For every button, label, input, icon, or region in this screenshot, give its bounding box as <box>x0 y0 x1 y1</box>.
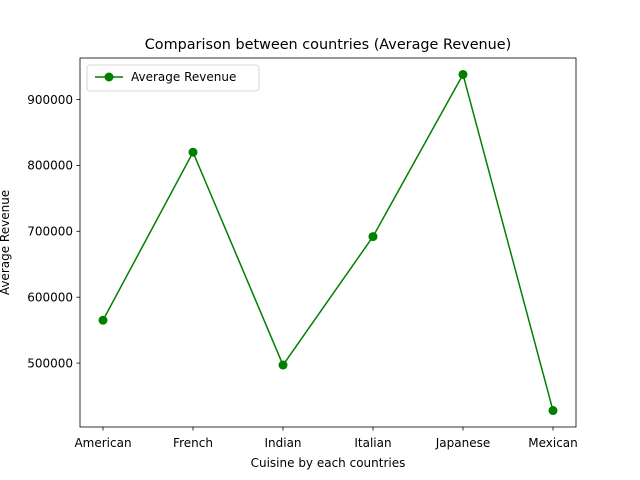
y-tick-label: 600000 <box>27 290 73 304</box>
x-tick-label: French <box>173 436 213 450</box>
data-point-american <box>98 315 108 325</box>
series-points <box>98 69 558 416</box>
x-axis-ticks: American French Indian Italian Japanese Mexic… <box>74 427 578 450</box>
legend-marker-swatch <box>104 72 114 82</box>
chart-title: Comparison between countries (Average Re… <box>145 37 512 53</box>
x-tick-label: Italian <box>354 436 391 450</box>
y-axis-ticks: 500000 600000 700000 800000 900000 <box>27 93 80 370</box>
y-tick-label: 700000 <box>27 225 73 239</box>
data-point-mexican <box>548 406 558 416</box>
data-point-french <box>188 147 198 157</box>
series-line-average-revenue <box>102 72 554 411</box>
y-tick-label: 500000 <box>27 356 73 370</box>
data-point-indian <box>278 360 288 370</box>
legend-box <box>86 64 260 92</box>
plot-area-frame <box>79 57 577 428</box>
y-tick-label: 900000 <box>27 93 73 107</box>
x-tick-label: Japanese <box>435 436 491 450</box>
x-tick-label: American <box>74 436 131 450</box>
legend: Average Revenue <box>86 64 260 92</box>
x-tick-label: Mexican <box>528 436 578 450</box>
legend-label: Average Revenue <box>131 70 236 84</box>
y-tick-label: 800000 <box>27 159 73 173</box>
x-axis-label: Cuisine by each countries <box>251 456 406 470</box>
x-tick-label: Indian <box>264 436 301 450</box>
data-point-italian <box>368 232 378 242</box>
data-point-japanese <box>458 69 468 79</box>
y-axis-label: Average Revenue <box>0 190 12 295</box>
